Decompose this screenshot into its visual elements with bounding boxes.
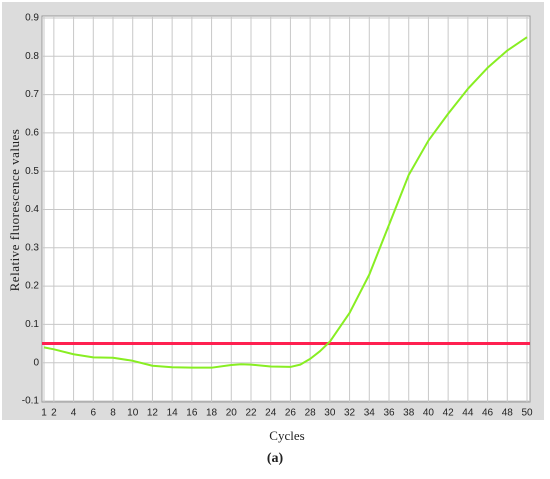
x-tick-label: 42 — [443, 408, 455, 419]
x-tick-label: 20 — [226, 408, 238, 419]
x-axis-title: Cycles — [269, 428, 304, 443]
y-tick-label: 0.8 — [25, 51, 39, 62]
y-tick-label: 0.9 — [25, 13, 39, 24]
x-tick-label: 18 — [206, 408, 218, 419]
y-tick-label: -0.1 — [22, 396, 40, 407]
x-tick-label: 48 — [502, 408, 514, 419]
x-tick-label: 1 — [41, 408, 47, 419]
x-tick-label: 28 — [305, 408, 317, 419]
x-tick-label: 32 — [344, 408, 356, 419]
y-tick-label: 0.2 — [25, 281, 39, 292]
x-tick-label: 38 — [403, 408, 415, 419]
y-tick-label: 0.7 — [25, 89, 39, 100]
x-tick-label: 4 — [71, 408, 77, 419]
caption: (a) — [267, 451, 284, 466]
x-tick-label: 10 — [127, 408, 139, 419]
y-tick-label: 0.3 — [25, 242, 39, 253]
x-tick-label: 22 — [245, 408, 257, 419]
y-tick-label: 0.1 — [25, 319, 39, 330]
x-tick-label: 6 — [91, 408, 97, 419]
x-tick-label: 26 — [285, 408, 297, 419]
x-tick-label: 34 — [364, 408, 376, 419]
x-tick-label: 50 — [521, 408, 533, 419]
x-tick-label: 2 — [51, 408, 57, 419]
y-tick-label: 0.4 — [25, 204, 39, 215]
y-tick-label: 0.6 — [25, 128, 39, 139]
x-tick-label: 24 — [265, 408, 277, 419]
x-tick-label: 8 — [110, 408, 116, 419]
x-tick-label: 30 — [324, 408, 336, 419]
x-tick-label: 14 — [167, 408, 179, 419]
x-tick-label: 40 — [423, 408, 435, 419]
x-tick-label: 46 — [482, 408, 494, 419]
y-tick-label: 0.5 — [25, 166, 39, 177]
x-tick-label: 36 — [383, 408, 395, 419]
data-line — [43, 36, 528, 369]
x-tick-label: 44 — [462, 408, 474, 419]
x-tick-label: 12 — [147, 408, 159, 419]
y-axis-title: Relative fluorescence values — [7, 129, 22, 292]
x-tick-label: 16 — [186, 408, 198, 419]
y-tick-label: 0 — [33, 357, 39, 368]
